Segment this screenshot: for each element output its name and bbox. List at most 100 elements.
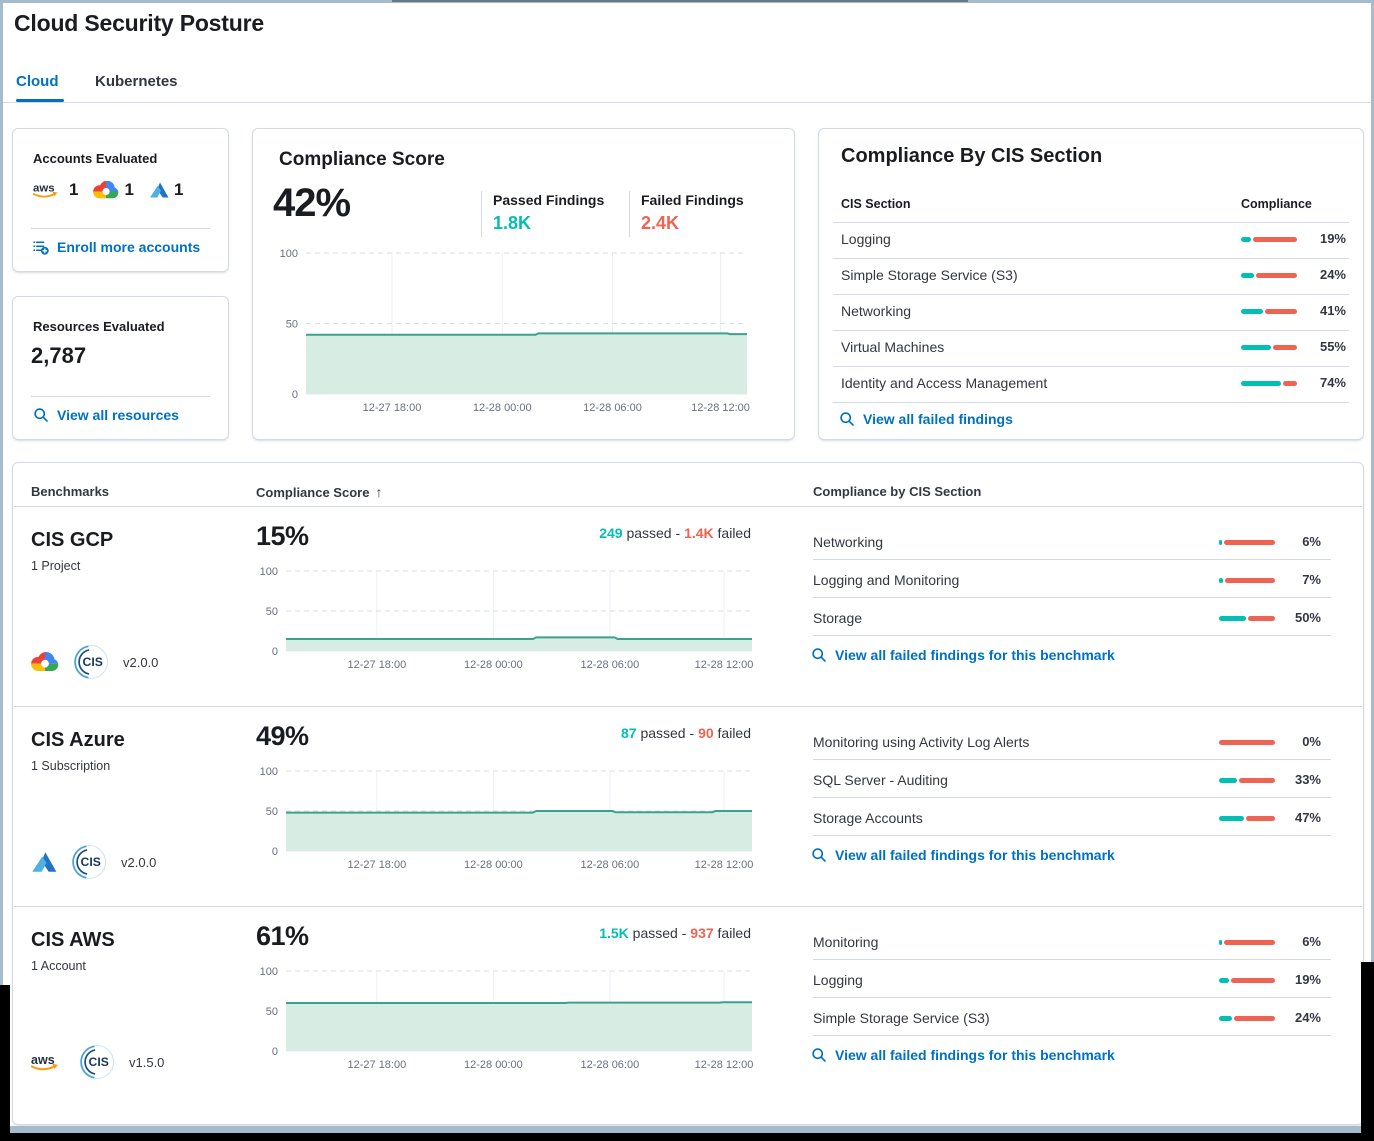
cis-logo-icon: CIS bbox=[79, 1044, 115, 1080]
card-divider bbox=[31, 396, 210, 397]
compliance-bar bbox=[1219, 778, 1275, 783]
table-divider bbox=[833, 258, 1349, 259]
benchmark-section-label: SQL Server - Auditing bbox=[813, 772, 948, 788]
passed-word: passed bbox=[632, 925, 678, 941]
cis-row-percent: 24% bbox=[1319, 267, 1346, 282]
table-divider bbox=[813, 635, 1331, 636]
benchmark-section-label: Storage bbox=[813, 610, 863, 626]
benchmark-logos: aws CIS v1.5.0 bbox=[31, 1043, 164, 1081]
benchmark-logos: CIS v2.0.0 bbox=[31, 843, 156, 881]
compliance-bar bbox=[1219, 978, 1275, 983]
screen-edge-black-bottom bbox=[0, 1133, 1374, 1141]
aws-account-count: aws 1 bbox=[33, 180, 78, 200]
enroll-more-accounts-link[interactable]: Enroll more accounts bbox=[33, 239, 200, 255]
compliance-bar bbox=[1219, 578, 1275, 583]
benchmark-section-label: Logging and Monitoring bbox=[813, 572, 960, 588]
table-header-divider bbox=[14, 506, 1362, 507]
svg-text:aws: aws bbox=[33, 183, 55, 195]
cis-row-percent: 74% bbox=[1319, 375, 1346, 390]
passed-findings-value: 1.8K bbox=[493, 213, 532, 233]
cis-logo-icon: CIS bbox=[73, 644, 109, 680]
tab-cloud[interactable]: Cloud bbox=[16, 73, 59, 90]
view-failed-findings-benchmark-link[interactable]: View all failed findings for this benchm… bbox=[811, 647, 1115, 663]
svg-text:CIS: CIS bbox=[89, 1055, 109, 1069]
resources-evaluated-card: Resources Evaluated 2,787 View all resou… bbox=[12, 296, 229, 440]
benchmarks-column-header: Benchmarks bbox=[31, 484, 109, 499]
compliance-score-column-header[interactable]: Compliance Score ↑ bbox=[256, 484, 382, 500]
table-divider bbox=[833, 294, 1349, 295]
gcp-account-count: 1 bbox=[93, 180, 134, 200]
svg-text:12-28 00:00: 12-28 00:00 bbox=[464, 859, 523, 871]
failed-findings-label: Failed Findings bbox=[641, 192, 744, 208]
screen-edge-dark-top-segment bbox=[392, 0, 968, 2]
benchmark-name: CIS AWS bbox=[31, 929, 115, 951]
svg-text:12-28 12:00: 12-28 12:00 bbox=[695, 659, 754, 671]
compliance-bar bbox=[1219, 940, 1275, 945]
svg-text:50: 50 bbox=[266, 606, 278, 618]
cis-row-percent: 41% bbox=[1319, 303, 1346, 318]
cis-section-card-title: Compliance By CIS Section bbox=[841, 145, 1103, 167]
svg-text:100: 100 bbox=[260, 966, 278, 978]
svg-text:12-28 06:00: 12-28 06:00 bbox=[581, 859, 640, 871]
benchmark-section-percent: 6% bbox=[1302, 534, 1321, 549]
benchmark-section-label: Monitoring bbox=[813, 934, 879, 950]
passed-word: passed bbox=[640, 725, 686, 741]
tab-kubernetes[interactable]: Kubernetes bbox=[95, 73, 178, 90]
compliance-bar bbox=[1219, 740, 1275, 745]
benchmark-name: CIS GCP bbox=[31, 529, 114, 551]
cis-row-percent: 55% bbox=[1319, 339, 1346, 354]
compliance-bar bbox=[1219, 816, 1275, 821]
svg-text:100: 100 bbox=[260, 566, 278, 578]
svg-text:12-27 18:00: 12-27 18:00 bbox=[363, 402, 422, 414]
passed-count: 1.5K bbox=[599, 925, 629, 941]
svg-text:0: 0 bbox=[272, 1046, 278, 1058]
table-divider bbox=[813, 559, 1331, 560]
row-divider bbox=[14, 706, 1362, 707]
compliance-by-cis-section-column-header: Compliance by CIS Section bbox=[813, 484, 981, 499]
benchmark-section-label: Storage Accounts bbox=[813, 810, 923, 826]
passed-count: 249 bbox=[599, 525, 623, 541]
svg-text:12-27 18:00: 12-27 18:00 bbox=[348, 659, 407, 671]
svg-text:0: 0 bbox=[292, 389, 298, 401]
benchmark-section-label: Simple Storage Service (S3) bbox=[813, 1010, 990, 1026]
benchmark-score: 61% bbox=[256, 921, 309, 951]
stat-divider bbox=[629, 191, 630, 237]
separator: - bbox=[689, 725, 695, 741]
view-failed-findings-benchmark-link[interactable]: View all failed findings for this benchm… bbox=[811, 1047, 1115, 1063]
failed-count: 90 bbox=[698, 725, 714, 741]
svg-text:CIS: CIS bbox=[83, 655, 103, 669]
benchmark-version: v1.5.0 bbox=[129, 1054, 165, 1070]
tabs-divider bbox=[3, 102, 1371, 103]
benchmark-scope: 1 Project bbox=[31, 559, 81, 573]
benchmark-version: v2.0.0 bbox=[121, 854, 157, 870]
svg-text:aws: aws bbox=[31, 1053, 55, 1067]
svg-text:12-28 00:00: 12-28 00:00 bbox=[464, 1059, 523, 1071]
table-divider bbox=[833, 402, 1349, 403]
compliance-column-header: Compliance bbox=[1241, 197, 1312, 211]
benchmark-section-percent: 47% bbox=[1294, 810, 1321, 825]
benchmark-section-percent: 33% bbox=[1294, 772, 1321, 787]
cis-row-label: Virtual Machines bbox=[841, 339, 945, 355]
compliance-by-cis-section-card: Compliance By CIS Section CIS Section Co… bbox=[818, 128, 1364, 440]
svg-text:50: 50 bbox=[266, 806, 278, 818]
cis-section-header-label: Compliance by CIS Section bbox=[813, 484, 982, 499]
cis-row-label: Logging bbox=[841, 231, 891, 247]
benchmark-pass-fail-summary: 249 passed - 1.4K failed bbox=[451, 525, 751, 541]
azure-logo-icon bbox=[32, 852, 57, 872]
compliance-bar bbox=[1241, 309, 1297, 314]
cis-row-label: Identity and Access Management bbox=[841, 375, 1048, 391]
accounts-evaluated-card: Accounts Evaluated aws 1 bbox=[12, 128, 229, 272]
table-divider bbox=[813, 1035, 1331, 1036]
svg-text:12-27 18:00: 12-27 18:00 bbox=[348, 859, 407, 871]
table-divider bbox=[833, 222, 1349, 223]
benchmark-scope: 1 Subscription bbox=[31, 759, 111, 773]
table-divider bbox=[833, 366, 1349, 367]
view-all-resources-link[interactable]: View all resources bbox=[33, 407, 179, 423]
card-divider bbox=[31, 228, 210, 229]
compliance-score-trend-chart: 0 50 100 12-27 18:00 12-28 00:00 12-28 06:00 1… bbox=[266, 247, 759, 418]
search-icon bbox=[34, 408, 48, 422]
svg-text:CIS: CIS bbox=[81, 855, 101, 869]
view-failed-findings-benchmark-link[interactable]: View all failed findings for this benchm… bbox=[811, 847, 1115, 863]
view-all-failed-findings-link[interactable]: View all failed findings bbox=[839, 411, 1013, 427]
benchmark-logos: CIS v2.0.0 bbox=[31, 643, 158, 681]
